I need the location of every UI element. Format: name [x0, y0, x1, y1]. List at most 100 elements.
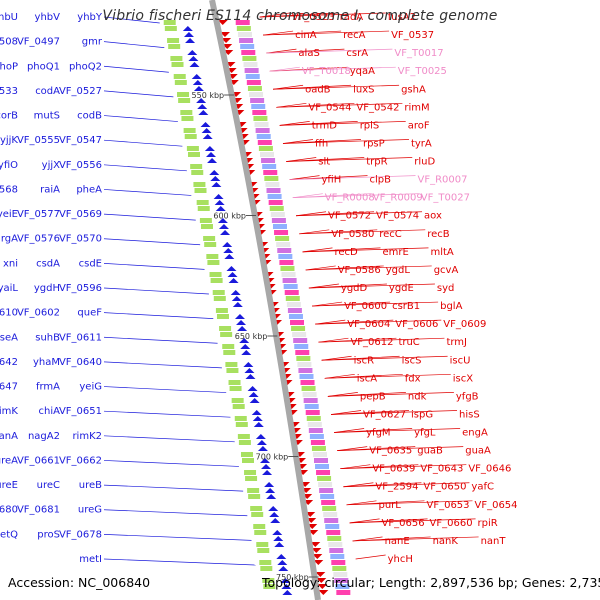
gene-label: yjjX [42, 160, 60, 171]
feature-box [191, 170, 204, 175]
label-connector [103, 509, 248, 517]
feature-box [309, 434, 324, 439]
feature-box [229, 386, 242, 391]
feature-box [283, 284, 298, 289]
gene-label: emrE [382, 247, 408, 258]
feature-box [291, 326, 306, 331]
label-connector [346, 500, 473, 506]
label-connector [103, 361, 222, 369]
feature-box [246, 80, 261, 85]
feature-box [183, 128, 196, 133]
forward-gene-arrow [266, 494, 277, 499]
feature-box [223, 350, 236, 355]
gene-label: VF_0612 [350, 337, 393, 348]
feature-box [242, 56, 257, 61]
feature-box [222, 344, 235, 349]
gene-label: VF_0547 [59, 135, 102, 146]
feature-box [255, 128, 270, 133]
label-connector [103, 189, 192, 196]
label-connector [282, 139, 314, 144]
gene-label: tyrA [411, 138, 432, 149]
forward-gene-arrow [214, 200, 225, 205]
feature-box [240, 452, 253, 457]
feature-box [257, 548, 270, 553]
gene-label: suhB [35, 332, 60, 343]
gene-label: VF_R0007 [418, 175, 468, 186]
feature-box [311, 446, 326, 451]
label-connector [263, 30, 294, 36]
gene-label: aroF [408, 120, 430, 131]
label-connector [296, 211, 423, 217]
gene-label: VF_T0018 [302, 66, 351, 77]
feature-box [263, 584, 276, 589]
gene-label: guaA [465, 446, 491, 457]
gene-label: trmD [312, 120, 338, 131]
feature-box [328, 542, 343, 547]
feature-box [312, 452, 327, 457]
label-connector [103, 16, 160, 24]
reverse-gene-arrow [313, 560, 324, 565]
forward-gene-arrow [276, 554, 287, 559]
feature-box [212, 290, 225, 295]
feature-box [163, 20, 176, 25]
gene-label: VF_0542 [356, 102, 399, 113]
gene-label: alaS [298, 48, 319, 59]
feature-box [167, 38, 180, 43]
gene-label: recB [427, 229, 450, 240]
feature-box [247, 86, 262, 91]
feature-box [320, 494, 335, 499]
forward-gene-arrow [222, 242, 233, 247]
feature-box [279, 260, 294, 265]
gene-label: VF_0642 [0, 357, 18, 368]
feature-box [278, 254, 293, 259]
gene-label: VF_0523 [292, 12, 335, 23]
gene-label: VF_0680 [0, 505, 18, 516]
forward-gene-arrow [201, 128, 212, 133]
label-connector [292, 193, 419, 199]
label-connector [103, 484, 244, 492]
forward-gene-arrow [228, 278, 239, 283]
gene-label: phoP [0, 61, 18, 72]
feature-box [203, 236, 216, 241]
label-connector [266, 48, 297, 54]
forward-gene-arrow [224, 254, 235, 259]
feature-box [216, 314, 229, 319]
genome-summary-text: Topology: circular; Length: 2,897,536 bp… [262, 575, 600, 590]
reverse-gene-arrow [318, 590, 329, 595]
gene-label: VF_0611 [59, 332, 102, 343]
gene-label: ureB [79, 480, 102, 491]
gene-label: VF_0662 [59, 455, 102, 466]
gene-label: frmA [36, 382, 60, 393]
feature-box [235, 20, 250, 25]
label-connector [103, 139, 183, 147]
gene-label: iscX [453, 373, 473, 384]
label-connector [103, 435, 235, 443]
forward-gene-arrow [239, 338, 250, 343]
label-connector [305, 265, 336, 271]
gene-label: rluD [414, 157, 435, 168]
gene-label: gcvA [434, 265, 459, 276]
feature-box [219, 326, 232, 331]
forward-gene-arrow [241, 350, 252, 355]
gene-label: raiA [40, 184, 60, 195]
gene-label: yfgB [456, 391, 479, 402]
feature-box [316, 470, 331, 475]
gene-label: VF_0569 [59, 209, 102, 220]
right-gene-labels: VF_0523 radA fusA2 cinA recA VF_0537 alaS csrA V… [292, 12, 518, 565]
label-connector [103, 558, 256, 566]
feature-box [171, 62, 184, 67]
label-connector [315, 319, 442, 325]
feature-box [238, 440, 251, 445]
feature-box [196, 200, 209, 205]
gene-label: yeiE [0, 209, 18, 220]
reverse-gene-arrow [222, 44, 233, 49]
gene-label: yfiO [0, 160, 18, 171]
gene-label: VF_T0025 [398, 66, 447, 77]
feature-box [282, 278, 297, 283]
gene-label: csrA [346, 48, 368, 59]
tick-label: 750 kbp [276, 573, 309, 582]
feature-box [335, 584, 350, 589]
forward-gene-arrow [243, 362, 254, 367]
forward-gene-arrow [220, 230, 231, 235]
gene-label: pepB [360, 391, 386, 402]
